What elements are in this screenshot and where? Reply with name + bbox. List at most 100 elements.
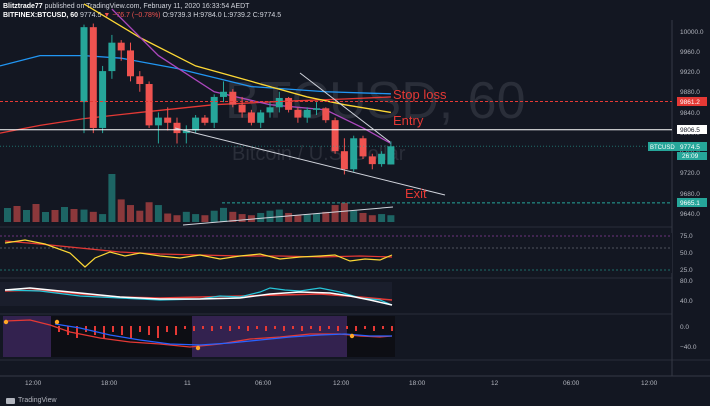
publish-info: Blitztrade77 published on TradingView.co… [3, 3, 249, 10]
time-label: 06:00 [255, 380, 272, 387]
histogram-bar [130, 326, 132, 338]
candle-body[interactable] [182, 130, 190, 134]
oscillator-pane[interactable] [3, 316, 395, 357]
tradingview-branding[interactable]: TradingView [6, 397, 57, 404]
candle-body[interactable] [145, 84, 153, 126]
candle-body[interactable] [322, 108, 330, 121]
price-label: 9680.0 [680, 191, 700, 198]
candle-body[interactable] [285, 97, 293, 110]
time-label: 12 [491, 380, 499, 387]
candle-body[interactable] [192, 117, 200, 131]
volume-bar [266, 210, 274, 222]
candle-body[interactable] [359, 138, 367, 157]
histogram-bar [211, 326, 213, 331]
candle-body[interactable] [387, 146, 395, 165]
candle-body[interactable] [80, 27, 88, 103]
signal-dot [195, 345, 201, 351]
candle-body[interactable] [350, 138, 358, 170]
stop-loss-label[interactable]: Stop loss [393, 87, 447, 102]
volume-bar [220, 207, 227, 222]
stochastic-pane[interactable] [0, 282, 393, 306]
volume-trendline[interactable] [182, 206, 394, 226]
wedge-upper-trendline[interactable] [299, 72, 391, 143]
volume-bar [164, 213, 172, 222]
histogram-bar [112, 326, 114, 332]
volume-bar [294, 215, 302, 222]
candle-body[interactable] [378, 153, 386, 165]
candle-body[interactable] [173, 122, 181, 134]
bar-countdown: 26:09 [682, 153, 699, 160]
time-label: 12:00 [641, 380, 658, 387]
candle-body[interactable] [303, 109, 311, 118]
candle-body[interactable] [313, 108, 320, 110]
histogram-bar [373, 326, 375, 331]
candle-body[interactable] [368, 156, 376, 165]
candle-body[interactable] [164, 117, 172, 123]
histogram-bar [247, 326, 249, 331]
histogram-bar [265, 326, 267, 331]
volume-bar [368, 215, 376, 222]
time-label: 18:00 [101, 380, 118, 387]
candle-body[interactable] [247, 112, 255, 123]
candle-body[interactable] [99, 71, 107, 128]
histogram-bar [175, 326, 177, 335]
last-price-tag [648, 142, 707, 151]
volume-bar [154, 205, 162, 222]
candle-body[interactable] [220, 91, 227, 97]
wedge-lower-trendline[interactable] [174, 127, 446, 196]
candlesticks[interactable] [80, 23, 395, 175]
histogram-bar [301, 326, 303, 331]
price-label: 9840.0 [680, 110, 700, 117]
volume-bar [359, 212, 367, 222]
histogram-bar [184, 326, 186, 329]
candle-body[interactable] [294, 109, 302, 118]
rsi-axis: 75.0 50.0 25.0 [680, 233, 693, 274]
candle-body[interactable] [201, 117, 209, 123]
histogram-bar [67, 326, 69, 335]
histogram-bar [292, 326, 294, 329]
candle-body[interactable] [275, 97, 283, 108]
candle-body[interactable] [154, 117, 162, 126]
rsi-pane[interactable] [0, 233, 672, 273]
exit-label[interactable]: Exit [405, 186, 427, 201]
time-axis[interactable]: 12:00 18:00 11 06:00 12:00 18:00 12 06:0… [25, 380, 658, 387]
price-axis[interactable]: 10000.0 9960.0 9920.0 9880.0 9840.0 9800… [680, 29, 704, 218]
volume-bar [210, 210, 218, 222]
volume-bar [23, 210, 30, 222]
histogram-bar [238, 326, 240, 329]
histogram-bar [76, 326, 78, 338]
rsi-label: 25.0 [680, 267, 693, 274]
candle-body[interactable] [257, 112, 265, 123]
symbol-tag: BTCUSD [650, 145, 675, 151]
stoch-slow-line [4, 289, 393, 301]
exit-price-tag [677, 198, 707, 207]
candle-body[interactable] [340, 151, 348, 170]
volume-bar [182, 211, 190, 222]
histogram-bar [103, 326, 105, 338]
candle-body[interactable] [331, 120, 339, 152]
signal-dot [54, 319, 60, 325]
histogram-bar [391, 326, 393, 331]
candle-body[interactable] [238, 104, 246, 113]
stop-loss-price: 9861.2 [680, 99, 700, 106]
candle-body[interactable] [127, 50, 134, 77]
signal-dot [349, 333, 355, 339]
symbol-name[interactable]: BITFINEX:BTCUSD, 60 [3, 12, 79, 19]
osc-label: 0.0 [680, 324, 689, 331]
tradingview-logo-icon [6, 397, 15, 404]
price-label: 9960.0 [680, 49, 700, 56]
candle-body[interactable] [108, 42, 116, 72]
candle-body[interactable] [229, 91, 237, 105]
candle-body[interactable] [136, 76, 144, 85]
time-label: 06:00 [563, 380, 580, 387]
candle-body[interactable] [266, 107, 274, 113]
author-name[interactable]: Blitztrade77 [3, 3, 43, 10]
candle-body[interactable] [210, 96, 218, 123]
time-label: 12:00 [333, 380, 350, 387]
candle-body[interactable] [89, 27, 97, 128]
entry-label[interactable]: Entry [393, 113, 424, 128]
volume-bar [229, 211, 237, 222]
candle-body[interactable] [117, 42, 125, 51]
